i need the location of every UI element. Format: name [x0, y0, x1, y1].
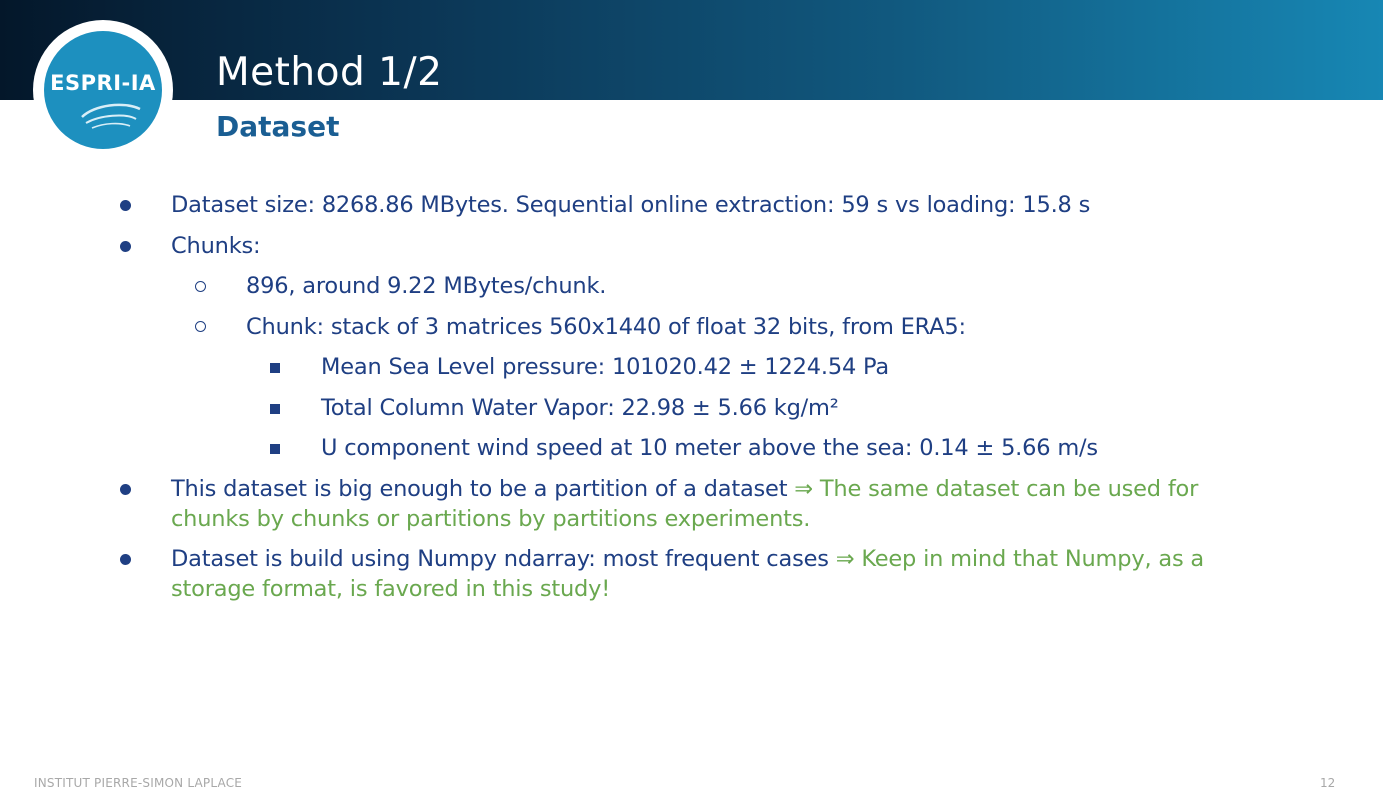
bullet-dot	[120, 241, 131, 252]
bullet-numpy: Dataset is build using Numpy ndarray: mo…	[171, 544, 1204, 574]
footer-institution: INSTITUT PIERRE-SIMON LAPLACE	[34, 776, 243, 790]
bullet-dot	[120, 200, 131, 211]
bullet-dot	[120, 554, 131, 565]
sub-sub-bullet-square	[270, 444, 280, 454]
variable-u10: U component wind speed at 10 meter above…	[321, 435, 1098, 461]
slide-title: Method 1/2	[216, 50, 443, 95]
sub-bullet-circle	[195, 281, 206, 292]
sub-sub-bullet-square	[270, 363, 280, 373]
slide-subtitle: Dataset	[216, 110, 340, 143]
partition-highlight-continued: chunks by chunks or partitions by partit…	[171, 506, 811, 532]
partition-highlight: ⇒ The same dataset can be used for	[794, 476, 1199, 502]
bullet-partition: This dataset is big enough to be a parti…	[171, 474, 1198, 504]
logo-disc	[44, 31, 162, 149]
numpy-highlight-continued: storage format, is favored in this study…	[171, 576, 611, 602]
sub-sub-bullet-square	[270, 404, 280, 414]
numpy-text: Dataset is build using Numpy ndarray: mo…	[171, 546, 836, 572]
numpy-highlight: ⇒ Keep in mind that Numpy, as a	[835, 546, 1205, 572]
swirl-icon	[81, 103, 141, 129]
logo-text: ESPRI-IA	[50, 71, 156, 95]
sub-bullet-chunk-stack: Chunk: stack of 3 matrices 560x1440 of f…	[246, 314, 966, 340]
header-band	[0, 0, 1383, 100]
variable-mslp: Mean Sea Level pressure: 101020.42 ± 122…	[321, 354, 889, 380]
sub-bullet-circle	[195, 321, 206, 332]
bullet-dataset-size: Dataset size: 8268.86 MBytes. Sequential…	[171, 192, 1091, 218]
page-number: 12	[1320, 776, 1336, 790]
espri-ia-logo: ESPRI-IA	[33, 20, 173, 160]
bullet-dot	[120, 484, 131, 495]
variable-tcwv: Total Column Water Vapor: 22.98 ± 5.66 k…	[321, 395, 839, 421]
partition-text: This dataset is big enough to be a parti…	[171, 476, 795, 502]
bullet-chunks: Chunks:	[171, 233, 261, 259]
sub-bullet-chunk-count: 896, around 9.22 MBytes/chunk.	[246, 273, 607, 299]
